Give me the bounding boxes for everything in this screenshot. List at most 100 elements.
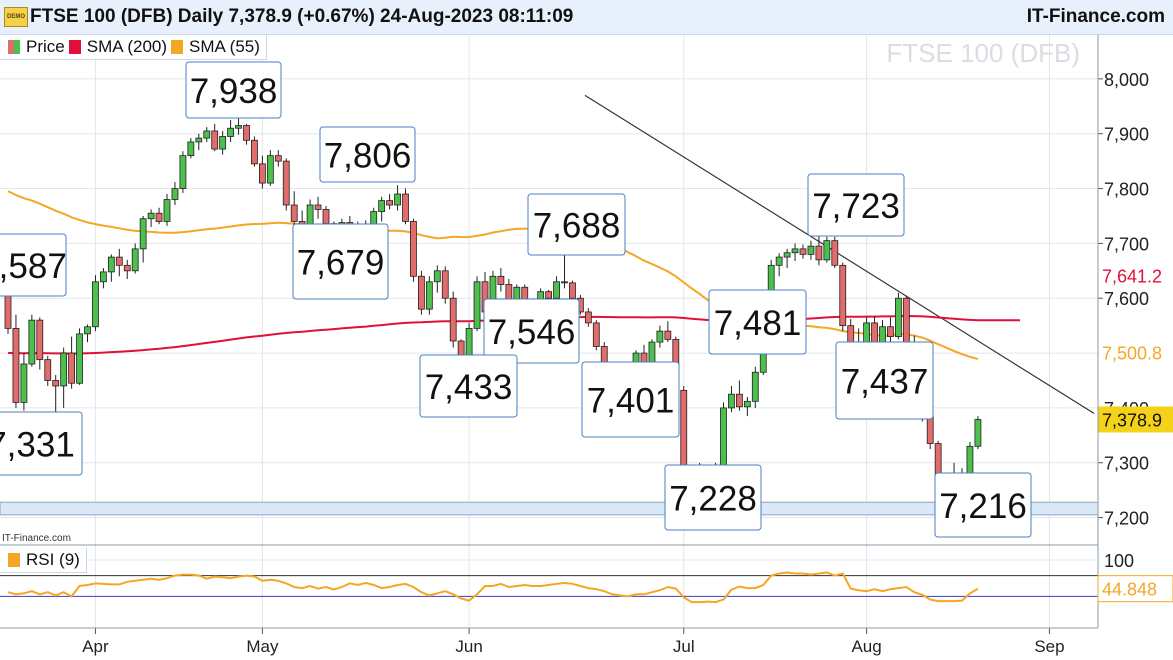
price-swatch-icon — [8, 40, 20, 54]
candle-up — [879, 326, 886, 343]
candle-up — [60, 352, 68, 387]
annotation-label: 7,938 — [190, 72, 278, 111]
annotation-box — [292, 223, 389, 300]
candle-up — [783, 252, 791, 258]
candle-down — [592, 322, 600, 347]
candle-down — [12, 327, 20, 403]
candle-up — [100, 271, 107, 283]
sma200-tag-label: 7,641.2 — [1102, 267, 1162, 287]
x-tick-label: Jul — [673, 637, 695, 656]
chart-title: FTSE 100 (DFB) Daily 7,378.9 (+0.67%) 24… — [30, 6, 574, 27]
candle-up — [266, 155, 274, 184]
candle-up — [92, 281, 99, 328]
candle-down — [887, 326, 894, 338]
annotation-box — [0, 411, 83, 476]
sma55-line — [7, 190, 979, 361]
chart-header: DEMO FTSE 100 (DFB) Daily 7,378.9 (+0.67… — [0, 0, 1173, 35]
candle-up — [720, 407, 727, 468]
candle-up — [235, 125, 242, 129]
sma55-tag-label: 7,500.8 — [1102, 344, 1162, 364]
trendline — [584, 94, 1095, 414]
candle-up — [394, 193, 401, 206]
annotation-label: 7,216 — [939, 487, 1027, 526]
annotation-box — [934, 472, 1032, 538]
candle-up — [179, 155, 187, 189]
candle-down — [52, 380, 60, 387]
annotation-label: 7,546 — [488, 313, 576, 352]
candle-down — [926, 415, 934, 444]
rsi-value-tag — [1097, 575, 1173, 603]
candle-down — [505, 284, 513, 300]
candle-down — [251, 139, 258, 165]
candle-up — [513, 286, 521, 300]
price-annotation: 7,723 — [807, 173, 905, 237]
candle-down — [545, 291, 552, 299]
y-tick-label: 7,700 — [1104, 234, 1149, 254]
candle-up — [20, 363, 28, 403]
demo-logo: DEMO — [4, 7, 28, 27]
annotation-box — [527, 193, 626, 256]
y-tick-label: 7,200 — [1104, 509, 1149, 529]
candle-up — [171, 188, 179, 200]
annotation-label: 7,331 — [0, 426, 75, 465]
watermark: FTSE 100 (DFB) — [886, 38, 1080, 68]
candle-up — [227, 127, 235, 137]
price-axis-panel — [1098, 35, 1173, 640]
price-annotation: 7,481 — [708, 289, 807, 355]
candle-down — [417, 275, 425, 310]
sma55-swatch-icon — [171, 40, 184, 54]
candle-down — [569, 282, 576, 299]
y-tick-label: 7,800 — [1104, 180, 1149, 200]
candle-up — [553, 281, 560, 299]
candle-up — [974, 419, 982, 447]
annotation-box — [419, 354, 518, 418]
candle-down — [664, 330, 672, 340]
legend-price: Price — [26, 37, 65, 56]
price-annotation: 7,587 — [0, 233, 67, 297]
candle-up — [163, 199, 171, 222]
candle-up — [203, 130, 211, 139]
annotation-label: 7,679 — [297, 244, 385, 283]
price-annotation: 7,331 — [0, 411, 83, 476]
candle-down — [871, 322, 878, 343]
candle-up — [751, 371, 759, 402]
rsi-line — [7, 571, 979, 604]
price-annotation: 7,401 — [581, 361, 680, 438]
annotation-label: 7,723 — [812, 187, 900, 226]
annotation-box — [664, 464, 762, 531]
candle-down — [799, 248, 807, 255]
price-annotation: 7,806 — [319, 126, 416, 183]
candle-up — [433, 270, 441, 283]
candle-down — [847, 325, 855, 343]
candle-down — [314, 204, 322, 210]
annotation-label: 7,806 — [324, 137, 412, 176]
candle-down — [386, 200, 394, 206]
brand-name: IT-Finance.com — [1026, 6, 1165, 27]
candle-up — [823, 240, 831, 261]
candle-up — [28, 319, 36, 365]
candle-up — [775, 256, 783, 266]
candle-up — [895, 297, 902, 338]
annotation-label: 7,437 — [841, 363, 929, 402]
legend-sma200: SMA (200) — [86, 37, 168, 56]
annotation-label: 7,433 — [425, 368, 513, 407]
x-tick-label: May — [246, 637, 279, 656]
legend-rsi: RSI (9) — [26, 550, 80, 569]
candle-up — [195, 137, 203, 143]
candle-down — [322, 208, 330, 225]
sma55-tag — [1098, 339, 1173, 366]
y-tick-label: 7,900 — [1104, 125, 1149, 145]
support-zone — [0, 501, 1099, 516]
price-annotation: 7,938 — [185, 61, 282, 119]
candle-up — [131, 248, 139, 272]
candle-up — [107, 256, 115, 273]
annotation-box — [319, 126, 416, 183]
candle-up — [425, 281, 433, 310]
candle-down — [243, 125, 250, 141]
annotation-box — [835, 341, 934, 420]
annotation-box — [708, 289, 807, 355]
price-annotation: 7,228 — [664, 464, 762, 531]
candle-down — [115, 256, 123, 266]
